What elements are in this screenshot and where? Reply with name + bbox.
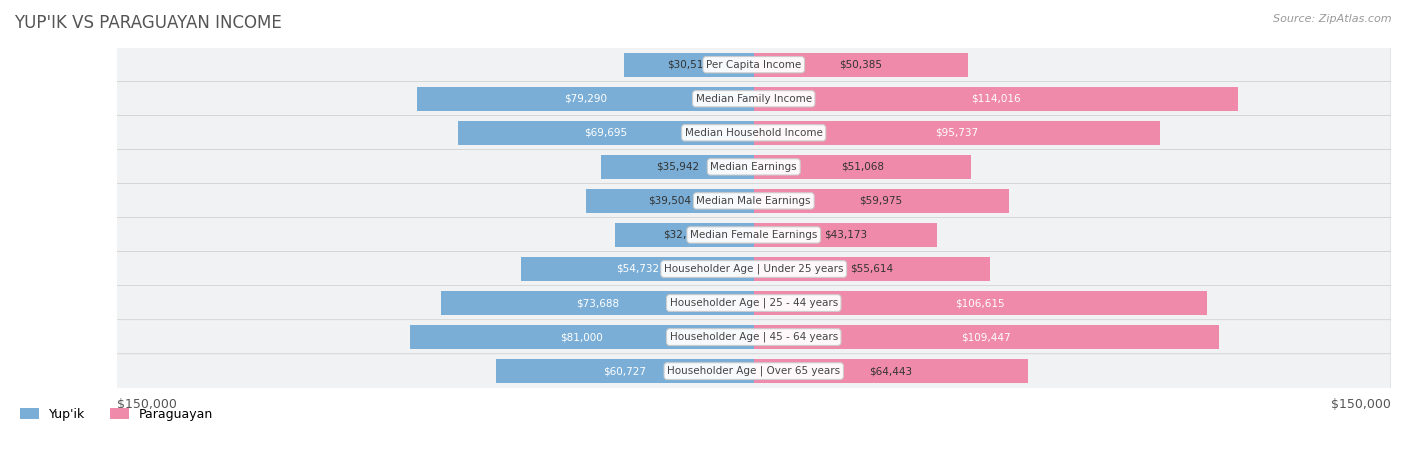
Text: $79,290: $79,290: [564, 94, 607, 104]
Text: $81,000: $81,000: [561, 332, 603, 342]
Text: $150,000: $150,000: [1331, 398, 1391, 411]
FancyBboxPatch shape: [600, 155, 754, 179]
Text: $54,732: $54,732: [616, 264, 659, 274]
FancyBboxPatch shape: [117, 149, 1391, 184]
Legend: Yup'ik, Paraguayan: Yup'ik, Paraguayan: [15, 403, 218, 426]
FancyBboxPatch shape: [117, 354, 1391, 389]
FancyBboxPatch shape: [117, 218, 1391, 252]
Text: $35,942: $35,942: [655, 162, 699, 172]
Text: $150,000: $150,000: [117, 398, 176, 411]
FancyBboxPatch shape: [117, 286, 1391, 320]
Text: Median Female Earnings: Median Female Earnings: [690, 230, 817, 240]
Text: Householder Age | 25 - 44 years: Householder Age | 25 - 44 years: [669, 298, 838, 308]
FancyBboxPatch shape: [754, 189, 1008, 213]
Text: $109,447: $109,447: [962, 332, 1011, 342]
FancyBboxPatch shape: [754, 257, 990, 281]
FancyBboxPatch shape: [418, 87, 754, 111]
FancyBboxPatch shape: [117, 252, 1391, 286]
FancyBboxPatch shape: [754, 359, 1028, 383]
Text: Median Family Income: Median Family Income: [696, 94, 811, 104]
Text: $60,727: $60,727: [603, 366, 647, 376]
Text: Median Male Earnings: Median Male Earnings: [696, 196, 811, 206]
Text: Householder Age | 45 - 64 years: Householder Age | 45 - 64 years: [669, 332, 838, 342]
FancyBboxPatch shape: [117, 81, 1391, 116]
Text: $64,443: $64,443: [869, 366, 912, 376]
Text: $106,615: $106,615: [956, 298, 1005, 308]
Text: $55,614: $55,614: [851, 264, 893, 274]
FancyBboxPatch shape: [117, 184, 1391, 218]
Text: $59,975: $59,975: [859, 196, 903, 206]
Text: $73,688: $73,688: [575, 298, 619, 308]
Text: $95,737: $95,737: [935, 128, 979, 138]
FancyBboxPatch shape: [522, 257, 754, 281]
Text: Median Earnings: Median Earnings: [710, 162, 797, 172]
Text: $43,173: $43,173: [824, 230, 868, 240]
FancyBboxPatch shape: [754, 53, 967, 77]
FancyBboxPatch shape: [754, 325, 1219, 349]
Text: $50,385: $50,385: [839, 60, 883, 70]
Text: $39,504: $39,504: [648, 196, 692, 206]
Text: $30,518: $30,518: [668, 60, 710, 70]
FancyBboxPatch shape: [440, 291, 754, 315]
FancyBboxPatch shape: [117, 47, 1391, 82]
Text: YUP'IK VS PARAGUAYAN INCOME: YUP'IK VS PARAGUAYAN INCOME: [14, 14, 281, 32]
Text: Householder Age | Under 25 years: Householder Age | Under 25 years: [664, 264, 844, 274]
FancyBboxPatch shape: [117, 115, 1391, 150]
FancyBboxPatch shape: [624, 53, 754, 77]
FancyBboxPatch shape: [754, 291, 1206, 315]
FancyBboxPatch shape: [754, 121, 1160, 145]
FancyBboxPatch shape: [409, 325, 754, 349]
Text: Median Household Income: Median Household Income: [685, 128, 823, 138]
FancyBboxPatch shape: [614, 223, 754, 247]
FancyBboxPatch shape: [458, 121, 754, 145]
FancyBboxPatch shape: [754, 87, 1239, 111]
Text: $114,016: $114,016: [972, 94, 1021, 104]
Text: $51,068: $51,068: [841, 162, 884, 172]
FancyBboxPatch shape: [586, 189, 754, 213]
Text: $69,695: $69,695: [583, 128, 627, 138]
FancyBboxPatch shape: [117, 320, 1391, 354]
Text: Source: ZipAtlas.com: Source: ZipAtlas.com: [1274, 14, 1392, 24]
FancyBboxPatch shape: [496, 359, 754, 383]
FancyBboxPatch shape: [754, 155, 970, 179]
Text: Per Capita Income: Per Capita Income: [706, 60, 801, 70]
Text: $32,730: $32,730: [662, 230, 706, 240]
FancyBboxPatch shape: [754, 223, 938, 247]
Text: Householder Age | Over 65 years: Householder Age | Over 65 years: [668, 366, 841, 376]
